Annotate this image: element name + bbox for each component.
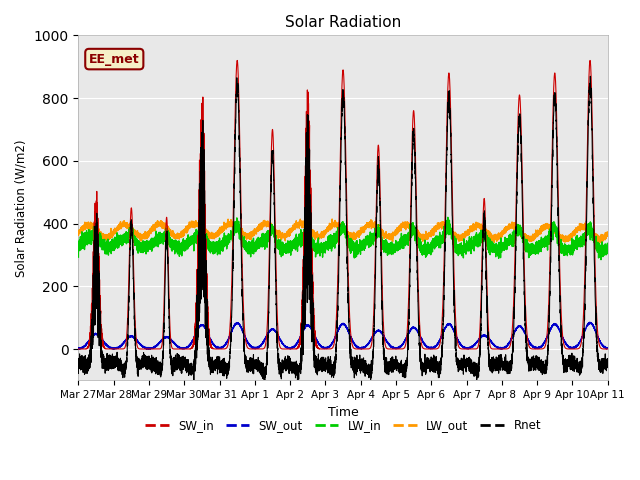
Text: EE_met: EE_met xyxy=(89,53,140,66)
Legend: SW_in, SW_out, LW_in, LW_out, Rnet: SW_in, SW_out, LW_in, LW_out, Rnet xyxy=(140,414,546,437)
X-axis label: Time: Time xyxy=(328,406,358,419)
Title: Solar Radiation: Solar Radiation xyxy=(285,15,401,30)
Y-axis label: Solar Radiation (W/m2): Solar Radiation (W/m2) xyxy=(15,139,28,276)
